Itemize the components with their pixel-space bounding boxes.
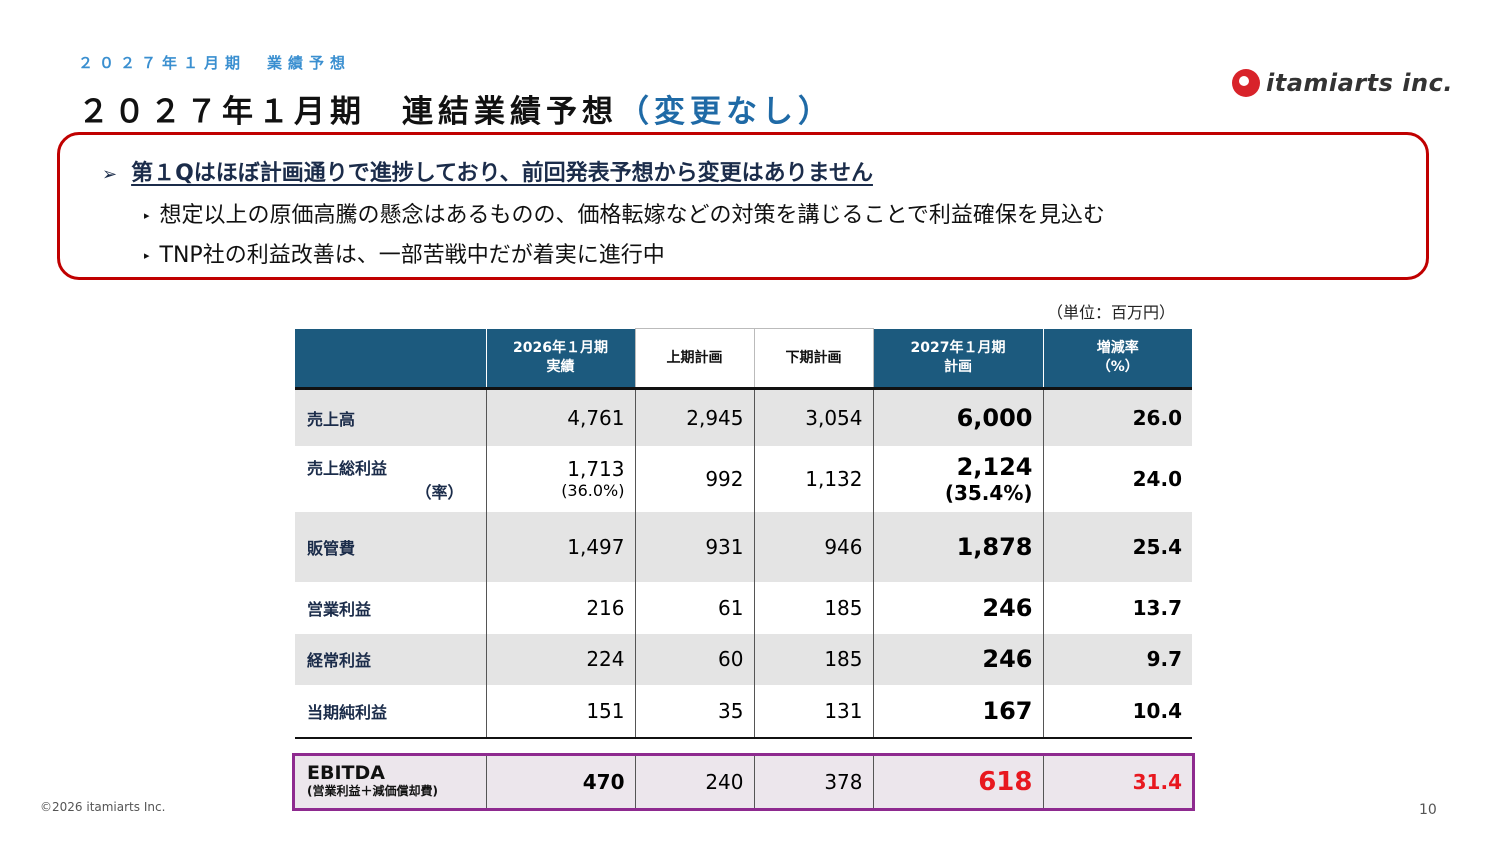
- cell-actual: 4,761: [485, 388, 635, 446]
- cell-actual: 1,497: [485, 511, 635, 582]
- cell-plan: 246: [872, 581, 1043, 634]
- cell-h1: 60: [634, 633, 754, 685]
- header-fy-plan: 2027年１月期 計画: [872, 328, 1043, 390]
- cell-rate: 26.0: [1042, 388, 1192, 446]
- table-row: 販管費 1,497 931 946 1,878 25.4: [295, 511, 1192, 582]
- arrow-bullet-icon: ➢: [102, 164, 118, 185]
- callout-heading: ➢ 第１Qはほぼ計画通りで進捗しており、前回発表予想から変更はありません: [102, 155, 873, 187]
- unit-note: （単位：百万円）: [1047, 303, 1176, 322]
- cell-h2: 185: [753, 581, 873, 634]
- title-accent: （変更なし）: [618, 94, 834, 130]
- copyright: ©2026 itamiarts Inc.: [40, 800, 166, 814]
- table-row: 経常利益 224 60 185 246 9.7: [295, 633, 1192, 685]
- table-row: 当期純利益 151 35 131 167 10.4: [295, 684, 1192, 739]
- title-main: ２０２７年１月期 連結業績予想: [78, 94, 618, 130]
- ebitda-plan: 618: [872, 756, 1043, 808]
- cell-rate: 25.4: [1042, 511, 1192, 582]
- callout-bullet-1: ▸ 想定以上の原価高騰の懸念はあるものの、価格転嫁などの対策を講じることで利益確保…: [144, 197, 1105, 229]
- row-label: 売上高: [295, 388, 486, 446]
- row-label: 販管費: [295, 511, 486, 582]
- table-header-row: 2026年１月期 実績 上期計画 下期計画 2027年１月期 計画 増減率 （%）: [295, 328, 1192, 390]
- ebitda-actual: 470: [485, 756, 635, 808]
- cell-actual: 1,713 (36.0%): [485, 445, 635, 512]
- forecast-table: 2026年１月期 実績 上期計画 下期計画 2027年１月期 計画 増減率 （%） 売…: [295, 328, 1192, 739]
- logo-wordmark: itamiarts inc.: [1266, 69, 1453, 97]
- page-title: ２０２７年１月期 連結業績予想（変更なし）: [78, 86, 834, 131]
- triangle-bullet-icon: ▸: [144, 209, 150, 222]
- header-h2-plan: 下期計画: [753, 328, 874, 390]
- cell-h1: 61: [634, 581, 754, 634]
- cell-h2: 185: [753, 633, 873, 685]
- callout-bullet-2: ▸ TNP社の利益改善は、一部苦戦中だが着実に進行中: [144, 237, 665, 269]
- cell-actual: 216: [485, 581, 635, 634]
- cell-h2: 3,054: [753, 388, 873, 446]
- row-label: 経常利益: [295, 633, 486, 685]
- cell-rate: 10.4: [1042, 684, 1192, 739]
- cell-plan: 1,878: [872, 511, 1043, 582]
- cell-plan: 6,000: [872, 388, 1043, 446]
- cell-plan: 246: [872, 633, 1043, 685]
- cell-rate: 13.7: [1042, 581, 1192, 634]
- ebitda-h1: 240: [634, 756, 754, 808]
- table-row: 売上総利益 （率） 1,713 (36.0%) 992 1,132 2,124 (3…: [295, 445, 1192, 512]
- triangle-bullet-icon: ▸: [144, 249, 150, 262]
- header-label-cell: [295, 328, 486, 390]
- cell-actual: 224: [485, 633, 635, 685]
- table-row: 営業利益 216 61 185 246 13.7: [295, 581, 1192, 634]
- callout-bullet-text: 想定以上の原価高騰の懸念はあるものの、価格転嫁などの対策を講じることで利益確保を…: [159, 203, 1105, 228]
- cell-rate: 9.7: [1042, 633, 1192, 685]
- cell-h1: 35: [634, 684, 754, 739]
- ebitda-row: EBITDA (営業利益＋減価償却費) 470 240 378 618 31.4: [295, 756, 1192, 808]
- ebitda-label: EBITDA (営業利益＋減価償却費): [295, 756, 486, 808]
- cell-h2: 131: [753, 684, 873, 739]
- itamiarts-logo-mark-icon: [1232, 69, 1260, 97]
- callout-bullet-text: TNP社の利益改善は、一部苦戦中だが着実に進行中: [159, 243, 665, 268]
- ebitda-h2: 378: [753, 756, 873, 808]
- cell-h1: 992: [634, 445, 754, 512]
- cell-h2: 946: [753, 511, 873, 582]
- cell-actual: 151: [485, 684, 635, 739]
- row-label: 当期純利益: [295, 684, 486, 739]
- cell-plan: 2,124 (35.4%): [872, 445, 1043, 512]
- ebitda-table: EBITDA (営業利益＋減価償却費) 470 240 378 618 31.4: [292, 753, 1195, 811]
- cell-plan: 167: [872, 684, 1043, 739]
- summary-callout: ➢ 第１Qはほぼ計画通りで進捗しており、前回発表予想から変更はありません ▸ 想定以…: [57, 132, 1429, 280]
- table-row: 売上高 4,761 2,945 3,054 6,000 26.0: [295, 388, 1192, 446]
- cell-h2: 1,132: [753, 445, 873, 512]
- row-label: 営業利益: [307, 599, 372, 619]
- cell-h1: 2,945: [634, 388, 754, 446]
- header-change-rate: 増減率 （%）: [1042, 328, 1192, 390]
- cell-rate: 24.0: [1042, 445, 1192, 512]
- page-number: 10: [1419, 802, 1437, 818]
- cell-h1: 931: [634, 511, 754, 582]
- header-h1-plan: 上期計画: [634, 328, 755, 390]
- section-kicker: ２０２７年１月期 業績予想: [78, 54, 352, 72]
- callout-heading-text: 第１Qはほぼ計画通りで進捗しており、前回発表予想から変更はありません: [131, 161, 873, 186]
- company-logo: itamiarts inc.: [1232, 69, 1453, 97]
- ebitda-rate: 31.4: [1042, 756, 1192, 808]
- header-actual: 2026年１月期 実績: [485, 328, 635, 390]
- row-label: 売上総利益 （率）: [307, 458, 464, 502]
